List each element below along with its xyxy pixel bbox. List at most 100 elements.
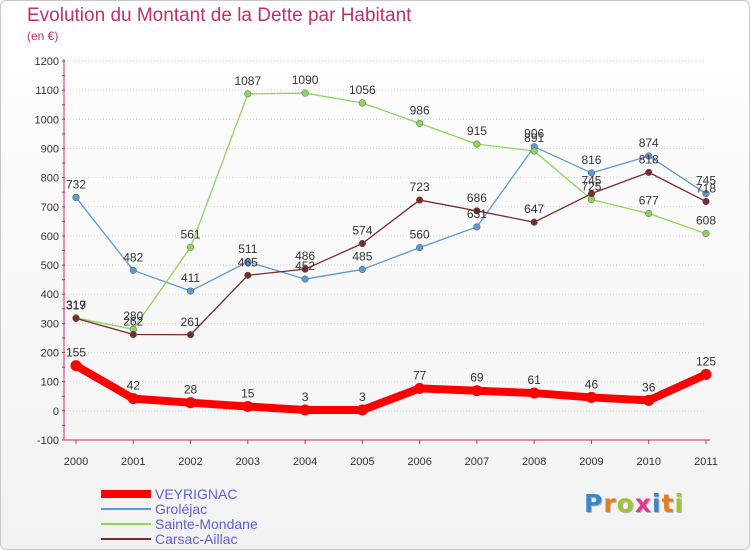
data-label: 686 bbox=[467, 191, 487, 205]
data-label: 723 bbox=[410, 180, 430, 194]
legend-swatch bbox=[101, 538, 151, 540]
data-point bbox=[301, 275, 309, 283]
y-tick-label: 400 bbox=[41, 289, 59, 301]
data-point bbox=[587, 190, 596, 198]
data-label: 816 bbox=[581, 153, 601, 167]
logo-letter: r bbox=[603, 489, 617, 518]
data-label: 1090 bbox=[292, 73, 319, 87]
legend-label: VEYRIGNAC bbox=[155, 486, 238, 502]
data-label: 61 bbox=[528, 373, 542, 387]
data-point bbox=[129, 330, 137, 339]
data-point bbox=[358, 99, 366, 107]
data-point bbox=[471, 385, 483, 397]
data-point bbox=[530, 147, 538, 155]
data-label: 574 bbox=[352, 224, 372, 238]
data-point bbox=[185, 397, 197, 409]
data-point bbox=[643, 394, 655, 406]
x-tick-label: 2007 bbox=[465, 456, 489, 468]
data-label: 69 bbox=[470, 371, 484, 385]
y-tick-label: 900 bbox=[41, 143, 59, 155]
data-point bbox=[186, 287, 195, 295]
x-tick-label: 2011 bbox=[694, 456, 718, 468]
x-tick-label: 2000 bbox=[64, 456, 88, 468]
data-point bbox=[645, 152, 653, 160]
legend-label: Groléjac bbox=[155, 501, 208, 517]
data-point bbox=[416, 119, 424, 127]
y-tick-label: 1200 bbox=[35, 56, 59, 68]
y-tick-label: 700 bbox=[41, 202, 59, 214]
data-label: 986 bbox=[410, 103, 430, 117]
data-label: 155 bbox=[66, 346, 86, 360]
series-line-veyrignac bbox=[72, 361, 710, 414]
x-tick-label: 2006 bbox=[407, 456, 431, 468]
data-label: 482 bbox=[123, 250, 143, 264]
data-label: 608 bbox=[696, 214, 716, 228]
x-tick-label: 2009 bbox=[579, 456, 603, 468]
x-tick-label: 2001 bbox=[121, 456, 145, 468]
data-label: 36 bbox=[642, 380, 656, 394]
data-label: 452 bbox=[295, 259, 315, 273]
proxiti-logo: Proxiti bbox=[584, 489, 684, 518]
y-tick-label: 0 bbox=[53, 406, 59, 418]
series-line-sainte-mondane bbox=[75, 92, 707, 330]
data-point bbox=[127, 393, 139, 405]
y-tick-label: 200 bbox=[41, 348, 59, 360]
data-point bbox=[416, 244, 424, 252]
data-point bbox=[358, 265, 366, 274]
data-point bbox=[414, 382, 426, 394]
data-point bbox=[129, 266, 137, 274]
data-label: 891 bbox=[524, 131, 544, 145]
legend-label: Carsac-Aillac bbox=[155, 531, 238, 547]
data-label: 46 bbox=[585, 377, 599, 391]
data-label: 3 bbox=[359, 390, 366, 404]
data-point bbox=[530, 218, 538, 226]
data-label: 485 bbox=[352, 249, 372, 263]
data-point bbox=[244, 258, 252, 266]
series-line-carsac-aillac bbox=[75, 171, 707, 336]
legend-swatch bbox=[101, 508, 151, 510]
data-point bbox=[645, 168, 653, 176]
data-label: 915 bbox=[467, 124, 487, 138]
data-point bbox=[702, 190, 710, 198]
data-point bbox=[473, 140, 481, 148]
data-point bbox=[356, 404, 368, 416]
data-label: 261 bbox=[181, 315, 201, 329]
data-label: 745 bbox=[696, 174, 716, 188]
y-tick-label: -100 bbox=[37, 435, 59, 447]
y-tick-label: 100 bbox=[41, 377, 59, 389]
data-label: 42 bbox=[127, 379, 141, 393]
data-point bbox=[301, 265, 309, 273]
data-point bbox=[702, 197, 710, 206]
data-point bbox=[645, 209, 653, 218]
data-label: 745 bbox=[581, 174, 601, 188]
data-label: 718 bbox=[696, 182, 716, 196]
logo-letter: x bbox=[634, 489, 652, 518]
data-label: 3 bbox=[302, 390, 309, 404]
data-point bbox=[301, 89, 309, 97]
data-point bbox=[299, 404, 311, 416]
data-label: 725 bbox=[581, 179, 601, 193]
legend-swatch bbox=[101, 490, 151, 498]
data-label: 511 bbox=[238, 242, 257, 256]
data-label: 262 bbox=[123, 314, 143, 328]
data-label: 818 bbox=[639, 152, 659, 166]
series-line-groléjac bbox=[75, 146, 707, 292]
y-tick-label: 300 bbox=[41, 318, 59, 330]
x-tick-label: 2010 bbox=[636, 456, 660, 468]
data-label: 906 bbox=[524, 127, 544, 141]
data-label: 1056 bbox=[349, 83, 376, 97]
x-tick-label: 2005 bbox=[350, 456, 374, 468]
data-label: 411 bbox=[181, 271, 200, 285]
legend-swatch bbox=[101, 523, 151, 525]
data-point bbox=[72, 314, 80, 322]
y-tick-label: 800 bbox=[41, 173, 59, 185]
x-tick-label: 2003 bbox=[236, 456, 260, 468]
y-tick-label: 1000 bbox=[35, 114, 59, 126]
data-point bbox=[70, 360, 82, 372]
data-point bbox=[528, 387, 540, 399]
data-label: 631 bbox=[467, 207, 487, 221]
data-point bbox=[702, 230, 710, 238]
data-label: 1087 bbox=[234, 74, 261, 88]
